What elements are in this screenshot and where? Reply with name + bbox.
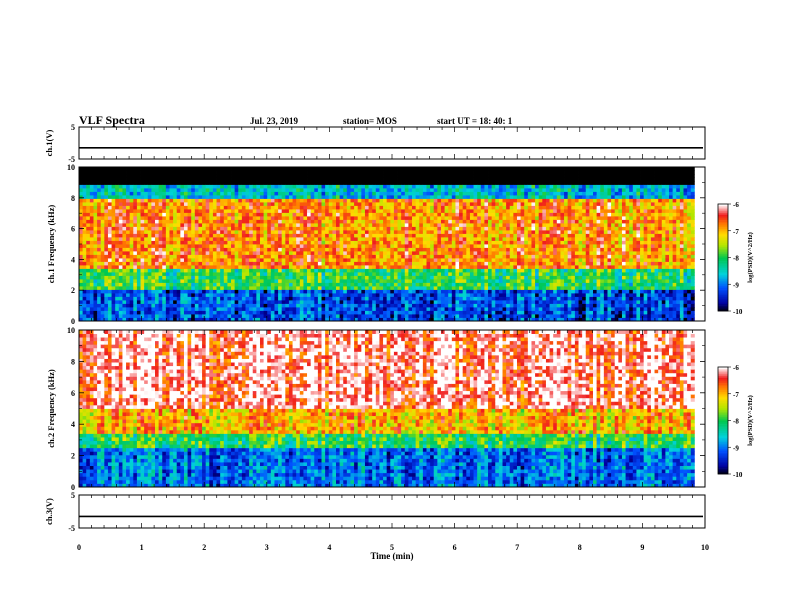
colorbar-label: log(PSD)(V^2/Hz) <box>747 232 754 283</box>
x-axis-label: Time (min) <box>370 551 413 561</box>
y-tick-label: 2 <box>71 286 75 295</box>
y-tick-label: 4 <box>71 255 75 264</box>
colorbar-label: log(PSD)(V^2/Hz) <box>747 395 754 446</box>
start-time-label: start UT = 18: 40: 1 <box>437 116 513 126</box>
y-tick-label: 5 <box>71 123 75 132</box>
x-tick-label: 5 <box>390 543 394 552</box>
y-tick-label: 0 <box>71 317 75 326</box>
x-tick-label: 3 <box>265 543 269 552</box>
colorbar-tick-label: -10 <box>733 308 743 316</box>
y-axis-label: ch.3(V) <box>44 498 54 525</box>
x-tick-label: 1 <box>140 543 144 552</box>
spectrogram-ch2 <box>79 330 695 488</box>
x-tick-label: 6 <box>453 543 457 552</box>
y-axis-label: ch.1(V) <box>44 129 54 156</box>
y-axis-label: ch.2 Frequency (kHz) <box>46 369 56 448</box>
y-tick-label: 6 <box>71 225 75 234</box>
colorbar-tick-label: -7 <box>733 391 739 399</box>
y-tick-label: -5 <box>68 524 75 533</box>
station-label: station= MOS <box>343 116 397 126</box>
y-tick-label: 4 <box>71 420 75 429</box>
colorbar-ch1 <box>718 204 728 312</box>
x-tick-label: 9 <box>640 543 644 552</box>
colorbar-tick-label: -7 <box>733 228 739 236</box>
y-tick-label: 10 <box>67 163 75 172</box>
x-tick-label: 4 <box>327 543 331 552</box>
spectrogram-ch1 <box>79 167 695 322</box>
colorbar-tick-label: -8 <box>733 255 739 263</box>
y-tick-label: 8 <box>71 357 75 366</box>
y-axis-label: ch.1 Frequency (kHz) <box>46 205 56 284</box>
colorbar-tick-label: -6 <box>733 364 739 372</box>
y-tick-label: -5 <box>68 155 75 164</box>
colorbar-tick-label: -9 <box>733 281 739 289</box>
colorbar-ch2 <box>718 367 728 475</box>
colorbar-tick-label: -8 <box>733 418 739 426</box>
x-tick-label: 7 <box>515 543 519 552</box>
chart-title: VLF Spectra <box>79 113 145 127</box>
x-tick-label: 0 <box>77 543 81 552</box>
x-tick-label: 8 <box>578 543 582 552</box>
x-tick-label: 10 <box>701 543 709 552</box>
colorbar-tick-label: -10 <box>733 471 743 479</box>
colorbar-tick-label: -6 <box>733 201 739 209</box>
y-tick-label: 8 <box>71 194 75 203</box>
colorbar-tick-label: -9 <box>733 444 739 452</box>
date-label: Jul. 23, 2019 <box>250 116 299 126</box>
y-tick-label: 0 <box>71 483 75 492</box>
y-tick-label: 10 <box>67 326 75 335</box>
x-tick-label: 2 <box>202 543 206 552</box>
y-tick-label: 6 <box>71 389 75 398</box>
y-tick-label: 5 <box>71 491 75 500</box>
y-tick-label: 2 <box>71 452 75 461</box>
